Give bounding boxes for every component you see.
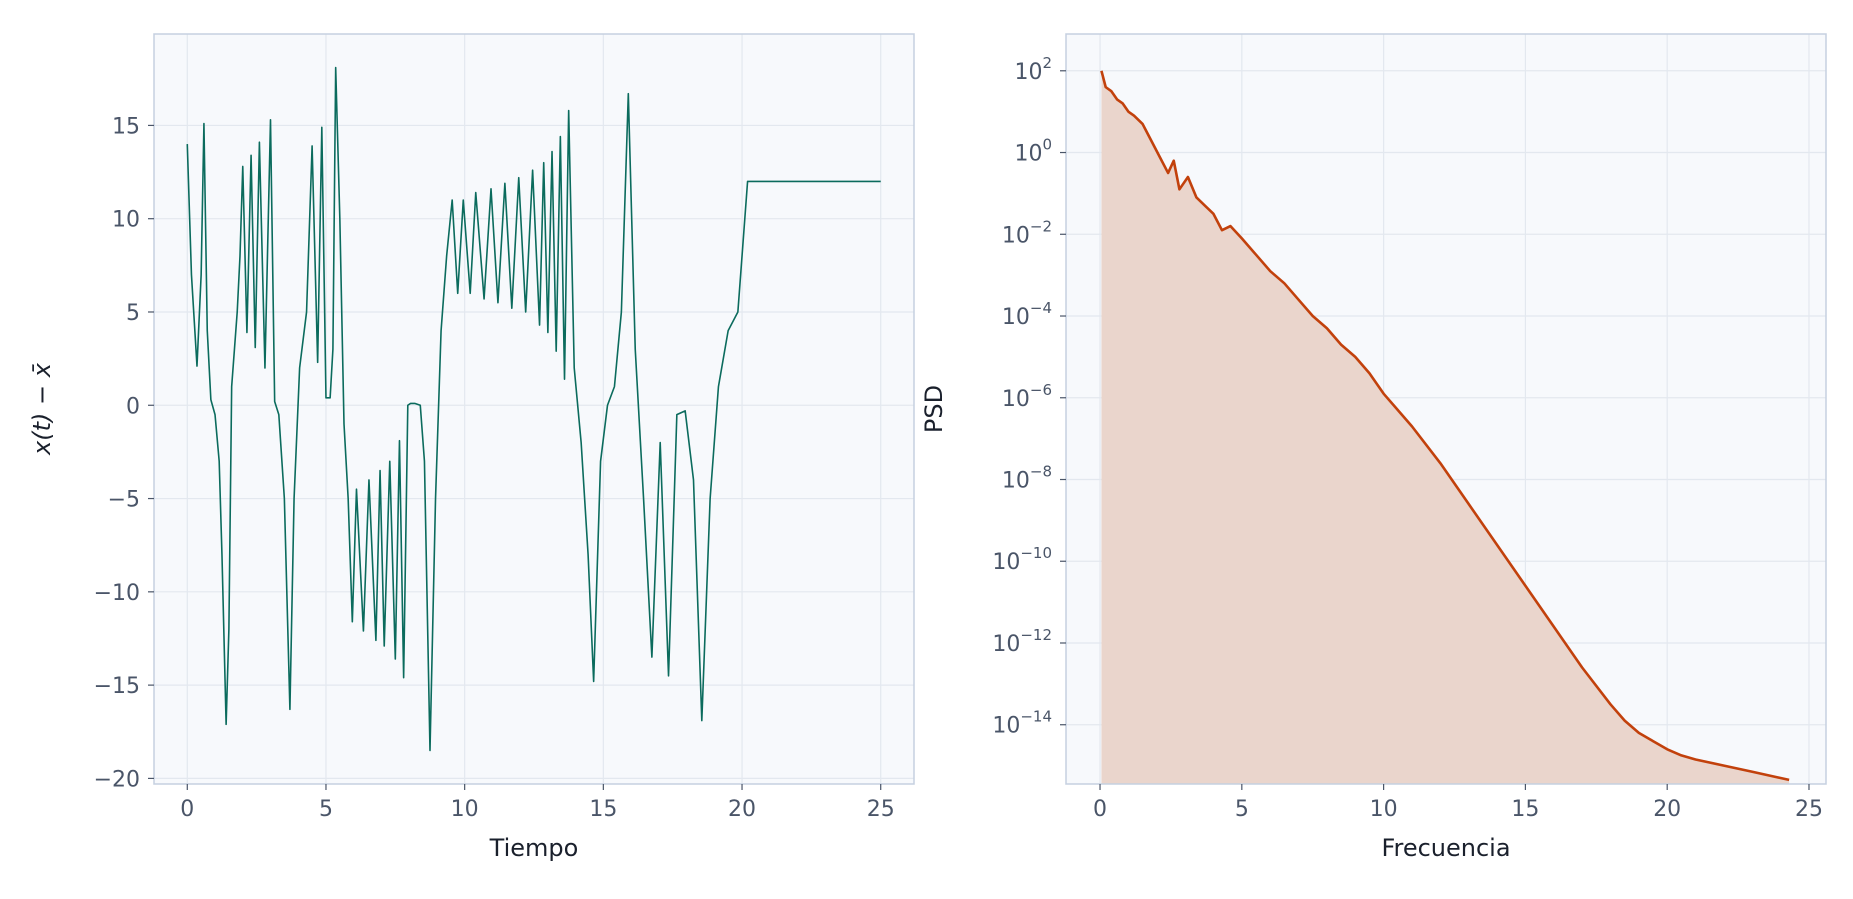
y-tick-label: 10−4: [1002, 299, 1052, 330]
y-tick-label: 10−6: [1002, 381, 1052, 412]
x-tick-label: 5: [1235, 797, 1249, 822]
y-axis-label: x(t) − x̄: [28, 362, 56, 456]
psd-area-fill: [1101, 70, 1790, 784]
x-tick-label: 25: [867, 797, 895, 822]
plot-frame: [153, 33, 915, 785]
y-axis-label: PSD: [920, 385, 948, 433]
x-tick-label: 25: [1795, 797, 1823, 822]
x-tick-label: 15: [589, 797, 617, 822]
x-tick-label: 20: [1653, 797, 1681, 822]
y-tick-label: −10: [94, 581, 140, 606]
y-tick-label: −20: [94, 767, 140, 792]
y-tick-label: 5: [126, 301, 140, 326]
y-tick-label: −5: [108, 488, 140, 513]
y-tick-label: 102: [1014, 54, 1052, 85]
y-tick-label: 10: [112, 208, 140, 233]
y-tick-label: 10−14: [992, 708, 1052, 739]
y-tick-label: 10−2: [1002, 217, 1052, 248]
y-tick-label: 100: [1014, 136, 1052, 167]
x-tick-label: 10: [451, 797, 479, 822]
x-axis-label: Frecuencia: [1381, 834, 1510, 862]
y-tick-label: 15: [112, 114, 140, 139]
psd-panel: 0 5 10 15 20 25 102 100 10−2 10−4 10−6 10−8 10−10 10−…: [920, 33, 1827, 862]
signal-line: [186, 66, 881, 752]
x-tick-label: 5: [319, 797, 333, 822]
y-tick-label: 10−12: [992, 626, 1052, 657]
psd-line: [1100, 70, 1790, 782]
x-tick-label: 0: [180, 797, 194, 822]
y-tick-label: 10−8: [1002, 463, 1052, 494]
x-tick-label: 0: [1093, 797, 1107, 822]
x-tick-label: 15: [1511, 797, 1539, 822]
plot-frame: [1065, 33, 1827, 785]
time-series-panel: 0 5 10 15 20 25 −20 −15 −10 −5 0 5 10 15 Tiempo x(t) − …: [28, 33, 915, 862]
x-tick-label: 10: [1370, 797, 1398, 822]
y-tick-label: −15: [94, 674, 140, 699]
y-tick-label: 0: [126, 394, 140, 419]
x-tick-label: 20: [728, 797, 756, 822]
x-axis-label: Tiempo: [489, 834, 579, 862]
plot-background: [154, 34, 914, 784]
y-tick-label: 10−10: [992, 544, 1052, 575]
